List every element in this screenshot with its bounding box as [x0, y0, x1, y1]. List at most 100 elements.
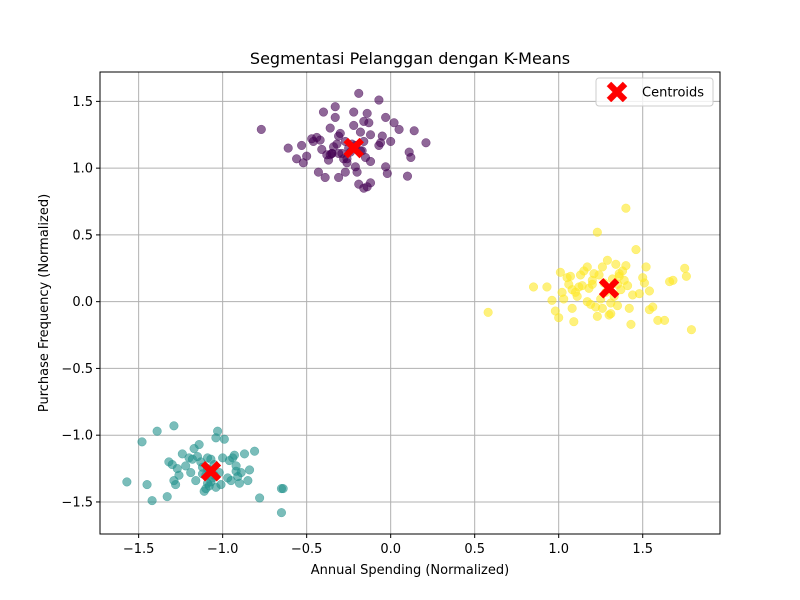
y-tick-label: 0.5 — [72, 228, 93, 243]
data-point — [680, 263, 690, 273]
data-point — [572, 291, 582, 301]
x-tick-label: −1.5 — [123, 542, 155, 557]
x-tick-label: 1.0 — [548, 542, 569, 557]
data-point — [335, 128, 345, 138]
data-point — [206, 454, 216, 464]
data-point — [174, 470, 184, 480]
data-point — [377, 131, 387, 141]
data-point — [334, 172, 344, 183]
data-point — [219, 434, 229, 444]
data-point — [681, 271, 691, 281]
data-point — [547, 295, 557, 305]
data-point — [239, 449, 250, 459]
data-point — [631, 245, 641, 255]
data-point — [611, 259, 621, 269]
data-point — [229, 450, 239, 460]
data-point — [194, 439, 204, 450]
data-point — [181, 461, 191, 471]
legend: Centroids — [595, 77, 714, 107]
data-point — [255, 493, 265, 503]
data-point — [169, 421, 179, 431]
x-tick-label: 0.5 — [464, 542, 485, 557]
data-point — [569, 317, 579, 327]
x-tick-label: 0.0 — [380, 542, 401, 557]
data-point — [349, 107, 359, 117]
data-point — [234, 478, 245, 488]
data-point — [592, 311, 602, 321]
data-point — [354, 88, 364, 98]
legend-entry-centroids: Centroids — [642, 86, 704, 101]
data-point — [332, 139, 342, 149]
data-point — [162, 492, 172, 502]
data-point — [142, 480, 152, 490]
data-point — [325, 123, 335, 133]
data-point — [612, 301, 623, 311]
x-tick-label: −1.0 — [207, 542, 239, 557]
data-point — [365, 130, 376, 140]
data-point — [313, 167, 323, 177]
x-axis-label: Annual Spending (Normalized) — [311, 563, 509, 578]
y-tick-label: −0.5 — [61, 362, 93, 377]
data-point — [318, 107, 329, 117]
data-point — [147, 496, 157, 506]
data-point — [602, 255, 612, 265]
data-point — [597, 303, 607, 313]
data-point — [213, 426, 223, 436]
data-point — [330, 102, 340, 112]
data-point — [406, 152, 416, 163]
data-point — [528, 282, 539, 292]
data-point — [186, 468, 196, 478]
data-point — [283, 143, 293, 153]
data-point — [122, 477, 132, 487]
data-point — [362, 108, 372, 118]
data-point — [307, 134, 317, 144]
data-point — [381, 112, 391, 122]
data-point — [483, 307, 493, 317]
data-point — [394, 124, 404, 134]
data-point — [302, 151, 312, 161]
data-point — [606, 309, 616, 319]
centroid-marker — [200, 460, 222, 482]
data-point — [278, 484, 288, 494]
legend-centroid-icon — [606, 81, 628, 103]
data-point — [555, 267, 565, 277]
data-point — [177, 449, 187, 459]
plot-frame — [99, 71, 721, 535]
data-point — [567, 303, 577, 313]
legend-centroid-marker — [606, 81, 628, 103]
data-point — [686, 325, 696, 335]
y-tick-label: −1.5 — [61, 495, 93, 510]
data-point — [152, 426, 162, 436]
data-point — [171, 480, 181, 490]
data-point — [594, 270, 604, 280]
data-point — [137, 437, 147, 447]
data-point — [243, 476, 253, 486]
data-point — [624, 303, 634, 313]
data-point — [320, 172, 330, 183]
data-point — [389, 118, 399, 128]
data-point — [641, 262, 651, 272]
data-point — [559, 294, 569, 304]
data-point — [639, 278, 649, 288]
y-tick-label: 1.5 — [72, 95, 93, 110]
data-point — [315, 135, 325, 145]
x-tick-label: 1.5 — [632, 542, 653, 557]
data-point — [250, 446, 260, 456]
chart-title: Segmentasi Pelanggan dengan K-Means — [250, 49, 570, 68]
centroid-markers — [200, 137, 620, 482]
centroid-marker — [598, 277, 620, 299]
data-point — [565, 271, 576, 281]
data-point — [587, 279, 597, 289]
data-point — [352, 167, 362, 177]
data-point — [582, 262, 592, 272]
data-point — [402, 171, 413, 181]
data-point — [244, 465, 255, 475]
data-point — [216, 480, 226, 490]
data-point — [236, 468, 246, 478]
data-point — [256, 124, 266, 134]
data-point — [582, 297, 592, 307]
data-point — [297, 140, 307, 150]
data-point — [365, 156, 376, 167]
x-tick-label: −0.5 — [291, 542, 323, 557]
y-axis-label: Purchase Frequency (Normalized) — [37, 194, 52, 412]
